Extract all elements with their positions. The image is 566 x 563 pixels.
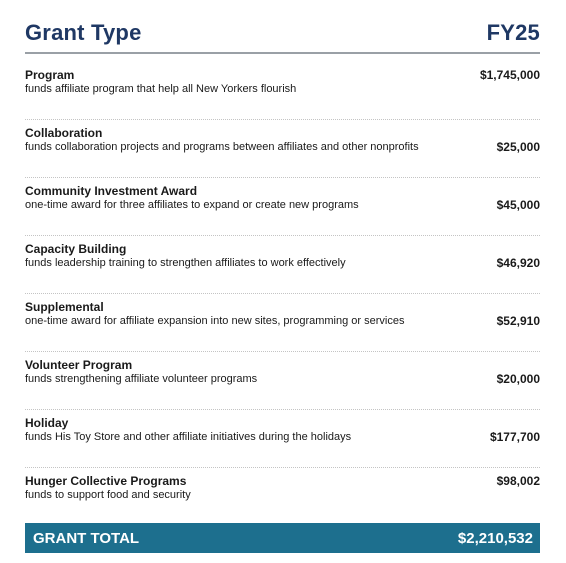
grant-type-heading: Grant Type: [25, 20, 142, 45]
grant-amount: $46,920: [496, 256, 540, 270]
grant-row-capacity-building: Capacity Building funds leadership train…: [25, 236, 540, 294]
grant-amount: $98,002: [496, 474, 540, 488]
grant-name: Supplemental: [25, 300, 104, 314]
grant-row-holiday: Holiday funds His Toy Store and other af…: [25, 410, 540, 468]
grant-amount: $25,000: [496, 140, 540, 154]
grant-name: Community Investment Award: [25, 184, 198, 198]
grant-row-community-investment: Community Investment Award one-time awar…: [25, 178, 540, 236]
grant-row-collaboration: Collaboration funds collaboration projec…: [25, 120, 540, 178]
grant-description: funds leadership training to strengthen …: [25, 257, 346, 269]
grant-description: one-time award for affiliate expansion i…: [25, 315, 405, 327]
grant-amount: $1,745,000: [479, 68, 540, 82]
grant-name: Program: [25, 68, 75, 82]
grant-name: Collaboration: [25, 126, 103, 140]
grant-description: funds collaboration projects and program…: [25, 141, 419, 153]
grant-name: Volunteer Program: [25, 358, 133, 372]
grant-amount: $45,000: [496, 198, 540, 212]
grant-description: funds affiliate program that help all Ne…: [25, 83, 297, 95]
grant-description: funds to support food and security: [25, 489, 191, 501]
grant-total-amount: $2,210,532: [457, 529, 533, 547]
grant-name: Holiday: [25, 416, 69, 430]
table-header: Grant Type FY25: [25, 14, 540, 54]
grant-amount: $52,910: [496, 314, 540, 328]
grant-description: funds strengthening affiliate volunteer …: [25, 373, 258, 385]
grant-name: Capacity Building: [25, 242, 127, 256]
grant-row-volunteer: Volunteer Program funds strengthening af…: [25, 352, 540, 410]
grant-row-supplemental: Supplemental one-time award for affiliat…: [25, 294, 540, 352]
grant-row-hunger-collective: Hunger Collective Programs funds to supp…: [25, 468, 540, 526]
grant-description: one-time award for three affiliates to e…: [25, 199, 359, 211]
fiscal-year-heading: FY25: [486, 20, 540, 45]
grant-name: Hunger Collective Programs: [25, 474, 187, 488]
grant-amount: $177,700: [489, 430, 540, 444]
grant-total-label: GRANT TOTAL: [33, 529, 140, 547]
grant-amount: $20,000: [496, 372, 540, 386]
grant-total-bar: GRANT TOTAL $2,210,532: [25, 523, 540, 553]
grant-row-program: Program funds affiliate program that hel…: [25, 62, 540, 120]
grant-rows: Program funds affiliate program that hel…: [25, 62, 540, 526]
grant-description: funds His Toy Store and other affiliate …: [25, 431, 352, 443]
